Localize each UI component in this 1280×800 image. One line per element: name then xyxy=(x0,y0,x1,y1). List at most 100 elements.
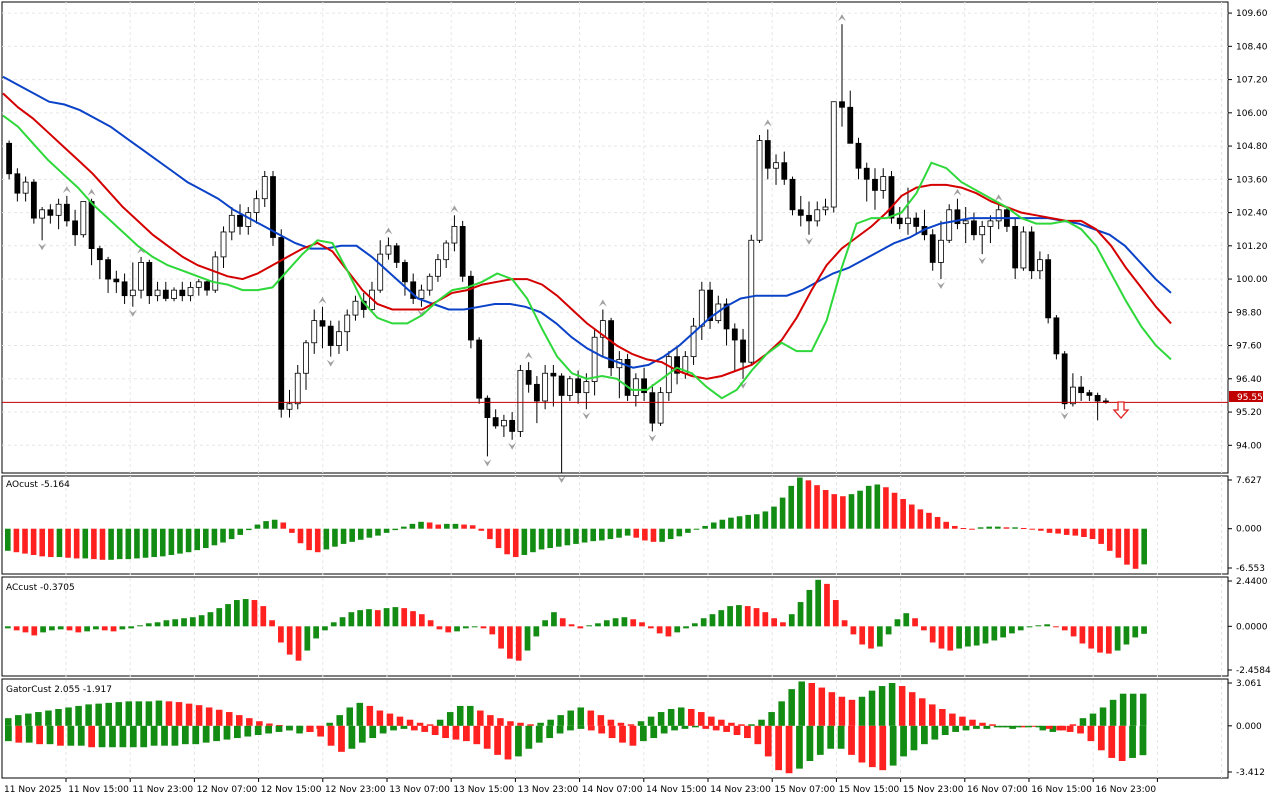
candle[interactable] xyxy=(96,248,103,261)
candle[interactable] xyxy=(558,375,565,396)
candle[interactable] xyxy=(47,209,54,216)
candle[interactable] xyxy=(764,140,771,169)
candle[interactable] xyxy=(443,242,450,261)
candle[interactable] xyxy=(30,181,37,219)
candle[interactable] xyxy=(63,203,70,222)
candle[interactable] xyxy=(731,328,738,341)
candle[interactable] xyxy=(979,226,986,236)
candle[interactable] xyxy=(748,239,755,363)
candle[interactable] xyxy=(14,173,21,194)
candle[interactable] xyxy=(1028,231,1035,272)
candle[interactable] xyxy=(690,325,697,358)
candle[interactable] xyxy=(311,320,318,344)
candle[interactable] xyxy=(220,231,227,258)
candle[interactable] xyxy=(385,245,392,255)
candle[interactable] xyxy=(929,234,936,263)
candle[interactable] xyxy=(261,176,268,200)
candle[interactable] xyxy=(542,372,549,402)
candle[interactable] xyxy=(435,259,441,277)
candle[interactable] xyxy=(319,320,326,327)
candle[interactable] xyxy=(913,217,920,227)
candle[interactable] xyxy=(1012,226,1019,269)
candle[interactable] xyxy=(1086,392,1093,396)
candle[interactable] xyxy=(129,289,136,297)
candle[interactable] xyxy=(1069,386,1076,405)
candle[interactable] xyxy=(797,209,804,216)
candle[interactable] xyxy=(212,256,219,291)
candle[interactable] xyxy=(756,140,763,241)
candle[interactable] xyxy=(517,370,524,432)
candle[interactable] xyxy=(195,281,202,288)
candle[interactable] xyxy=(962,220,969,225)
candle[interactable] xyxy=(740,339,746,363)
candle[interactable] xyxy=(484,397,491,418)
candle[interactable] xyxy=(1061,353,1068,405)
candle[interactable] xyxy=(146,262,153,297)
candle[interactable] xyxy=(509,419,516,432)
candle[interactable] xyxy=(294,372,301,405)
candle[interactable] xyxy=(905,217,911,225)
candle[interactable] xyxy=(995,209,1002,222)
candle[interactable] xyxy=(1045,259,1052,319)
ac-indicator-panel[interactable] xyxy=(5,579,1147,661)
candle[interactable] xyxy=(344,314,351,333)
candle[interactable] xyxy=(80,201,87,236)
candle[interactable] xyxy=(6,142,13,175)
candle[interactable] xyxy=(781,162,788,180)
candle[interactable] xyxy=(773,162,779,169)
candle[interactable] xyxy=(533,383,540,402)
candle[interactable] xyxy=(352,300,359,316)
candle[interactable] xyxy=(327,325,334,346)
candle[interactable] xyxy=(599,320,606,338)
candle[interactable] xyxy=(253,198,260,213)
candle[interactable] xyxy=(830,101,837,208)
candle[interactable] xyxy=(303,342,309,374)
candle[interactable] xyxy=(954,209,961,225)
candle[interactable] xyxy=(624,359,631,396)
candle[interactable] xyxy=(591,336,598,382)
candle[interactable] xyxy=(162,289,169,299)
candle[interactable] xyxy=(839,101,845,108)
candle[interactable] xyxy=(946,209,953,241)
candle[interactable] xyxy=(500,419,507,427)
candle[interactable] xyxy=(154,289,161,297)
candle[interactable] xyxy=(814,209,821,222)
candle[interactable] xyxy=(179,289,186,297)
candle[interactable] xyxy=(1020,231,1027,269)
gator-indicator-panel[interactable] xyxy=(5,681,1147,774)
candle[interactable] xyxy=(822,206,829,211)
candle[interactable] xyxy=(550,372,557,377)
candle[interactable] xyxy=(525,370,532,385)
candle[interactable] xyxy=(723,303,730,330)
candle[interactable] xyxy=(393,245,400,263)
candle[interactable] xyxy=(228,214,235,233)
candle[interactable] xyxy=(121,281,128,297)
candle[interactable] xyxy=(583,381,590,394)
candle[interactable] xyxy=(270,176,276,238)
candle[interactable] xyxy=(39,209,46,219)
candle[interactable] xyxy=(872,178,878,191)
candle[interactable] xyxy=(113,278,120,283)
candle[interactable] xyxy=(938,239,944,263)
candle[interactable] xyxy=(566,378,573,396)
candle[interactable] xyxy=(278,237,285,410)
candle[interactable] xyxy=(336,331,342,346)
candle[interactable] xyxy=(410,281,417,299)
candle[interactable] xyxy=(1053,317,1060,355)
candle[interactable] xyxy=(674,356,680,374)
candle[interactable] xyxy=(476,339,483,399)
candle[interactable] xyxy=(888,176,895,219)
candle[interactable] xyxy=(55,203,62,216)
candle[interactable] xyxy=(22,181,29,194)
candle[interactable] xyxy=(426,275,433,291)
candle[interactable] xyxy=(105,259,111,280)
candle[interactable] xyxy=(657,392,664,424)
candle[interactable] xyxy=(402,262,408,283)
candle[interactable] xyxy=(138,262,144,291)
candle[interactable] xyxy=(707,289,713,322)
candle[interactable] xyxy=(418,289,425,299)
candle[interactable] xyxy=(632,378,639,396)
candle[interactable] xyxy=(789,178,796,211)
candle[interactable] xyxy=(204,281,210,291)
candle[interactable] xyxy=(641,378,647,394)
